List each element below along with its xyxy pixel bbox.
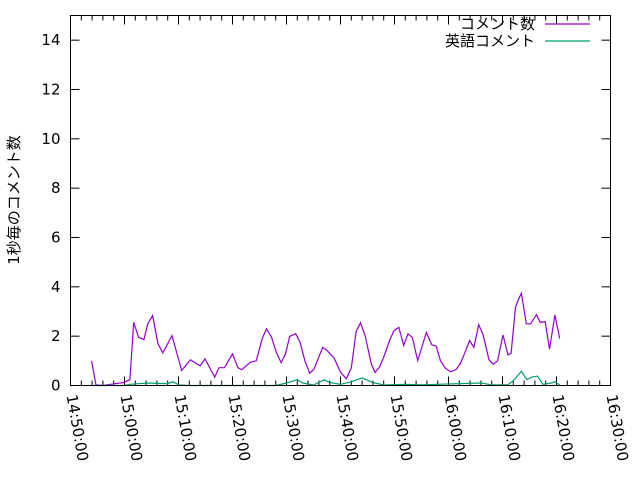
legend-label: 英語コメント xyxy=(445,32,535,50)
y-tick-label: 14 xyxy=(41,31,60,49)
x-tick-label: 15:20:00 xyxy=(225,393,254,462)
y-tick-label: 8 xyxy=(51,179,61,197)
x-tick-label: 16:30:00 xyxy=(603,393,632,462)
y-tick-labels: 0 2 4 6 8 10 12 14 xyxy=(41,31,60,394)
axis-ticks xyxy=(70,15,611,386)
y-tick-label: 6 xyxy=(51,229,61,247)
x-tick-label: 14:50:00 xyxy=(63,393,92,462)
y-tick-label: 0 xyxy=(51,377,61,395)
x-tick-labels: 14:50:00 15:00:00 15:10:00 15:20:00 15:30:00… xyxy=(63,393,632,462)
x-tick-label: 15:40:00 xyxy=(333,393,362,462)
series-lines xyxy=(91,291,561,387)
legend-label: コメント数 xyxy=(460,15,535,33)
x-tick-label: 16:10:00 xyxy=(495,393,524,462)
y-tick-label: 10 xyxy=(41,130,60,148)
x-tick-label: 15:30:00 xyxy=(279,393,308,462)
series-line-1 xyxy=(91,370,561,387)
x-tick-label: 15:50:00 xyxy=(387,393,416,462)
x-tick-label: 15:10:00 xyxy=(171,393,200,462)
y-tick-label: 12 xyxy=(41,81,60,99)
x-tick-label: 16:00:00 xyxy=(441,393,470,462)
y-axis-label: 1秒毎のコメント数 xyxy=(5,135,23,265)
x-tick-label: 16:20:00 xyxy=(549,393,578,462)
series-line-0 xyxy=(91,291,561,387)
y-tick-label: 2 xyxy=(51,327,61,345)
y-tick-label: 4 xyxy=(51,278,61,296)
plot-frame xyxy=(70,15,611,386)
x-tick-label: 15:00:00 xyxy=(117,393,146,462)
